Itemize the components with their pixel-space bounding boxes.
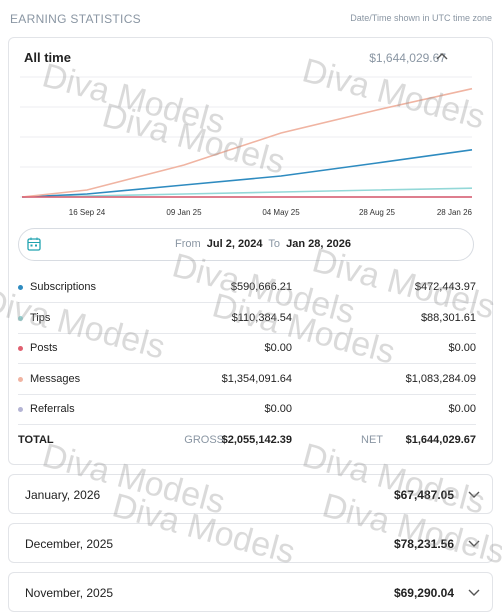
- month-label: December, 2025: [25, 537, 114, 551]
- x-tick-label: 28 Jan 26: [437, 208, 473, 217]
- month-label: January, 2026: [25, 488, 101, 502]
- total-gross: $2,055,142.39: [221, 434, 292, 446]
- legend-dot: [18, 285, 23, 290]
- chevron: [468, 540, 480, 547]
- x-tick-label: 16 Sep 24: [69, 208, 106, 217]
- row-gross: $110,384.54: [231, 311, 292, 324]
- total-row: TOTAL GROSS $2,055,142.39 NET $1,644,029…: [18, 425, 476, 455]
- month-card[interactable]: December, 2025 $78,231.56: [8, 523, 493, 563]
- row-net: $88,301.61: [420, 311, 476, 324]
- row-net: $1,083,284.09: [405, 372, 476, 385]
- period-total: $1,644,029.67: [369, 51, 446, 65]
- month-amount: $69,290.04: [393, 586, 454, 600]
- row-separator: [18, 302, 476, 303]
- month-card[interactable]: January, 2026 $67,487.05: [8, 474, 493, 514]
- expand-icon: [468, 589, 480, 596]
- x-tick-label: 28 Aug 25: [359, 208, 396, 217]
- chevron: [468, 491, 480, 498]
- month-label: November, 2025: [25, 586, 114, 600]
- row-gross: $0.00: [264, 403, 292, 415]
- row-name: Referrals: [30, 403, 75, 415]
- series-line: [21, 149, 473, 198]
- date-range-picker[interactable]: [18, 228, 474, 261]
- row-separator: [18, 393, 476, 395]
- total-net: $1,644,029.67: [405, 434, 476, 446]
- to-date: Jan 28, 2026: [286, 238, 351, 250]
- from-date: Jul 2, 2024: [206, 238, 263, 250]
- row-gross: $0.00: [264, 342, 292, 354]
- legend-dot: [18, 407, 23, 412]
- row-net: $472,443.97: [414, 281, 476, 293]
- from-label: From: [175, 238, 201, 250]
- total-label: TOTAL: [18, 434, 54, 446]
- x-tick-label: 04 May 25: [262, 208, 300, 217]
- timezone-note: Date/Time shown in UTC time zone: [350, 13, 492, 23]
- row-name: Subscriptions: [30, 281, 97, 293]
- date-range: From Jul 2, 2024 To Jan 28, 2026: [175, 238, 351, 250]
- chart: 16 Sep 24 09 Jan 25 04 May 25 28 Aug 25 28 J…: [20, 76, 473, 217]
- series-line: [21, 87, 473, 198]
- row-net: $0.00: [448, 342, 476, 354]
- month-amount: $78,231.56: [393, 537, 454, 551]
- collapse-icon[interactable]: [436, 51, 448, 61]
- period-label: All time: [24, 50, 71, 65]
- row-separator: [18, 332, 476, 334]
- row-name: Posts: [30, 342, 58, 354]
- series-line: [21, 187, 473, 198]
- calendar-icon[interactable]: [27, 237, 41, 251]
- row-gross: $1,354,091.64: [221, 372, 292, 385]
- row-separator: [18, 363, 476, 364]
- chevron: [468, 589, 480, 596]
- gross-label: GROSS: [184, 434, 224, 446]
- row-name: Tips: [30, 311, 51, 324]
- month-card[interactable]: November, 2025 $69,290.04: [8, 572, 493, 612]
- breakdown-row: Subscriptions $590,666.21 $472,443.97: [18, 272, 476, 302]
- expand-icon: [468, 540, 480, 547]
- to-label: To: [268, 238, 280, 250]
- breakdown-row: Posts $0.00 $0.00: [18, 333, 476, 363]
- row-separator: [18, 424, 476, 425]
- section-title: EARNING STATISTICS: [10, 12, 141, 26]
- x-tick-label: 09 Jan 25: [166, 208, 202, 217]
- breakdown-row: Referrals $0.00 $0.00: [18, 394, 476, 424]
- row-net: $0.00: [448, 403, 476, 415]
- expand-icon: [468, 491, 480, 498]
- row-gross: $590,666.21: [230, 281, 292, 293]
- breakdown-row: Messages $1,354,091.64 $1,083,284.09: [18, 364, 476, 394]
- month-amount: $67,487.05: [393, 488, 454, 502]
- breakdown-row: Tips $110,384.54 $88,301.61: [18, 303, 476, 333]
- legend-dot: [18, 346, 23, 351]
- legend-dot: [18, 315, 23, 321]
- net-label: NET: [361, 434, 383, 446]
- legend-dot: [18, 376, 23, 382]
- row-name: Messages: [30, 372, 81, 385]
